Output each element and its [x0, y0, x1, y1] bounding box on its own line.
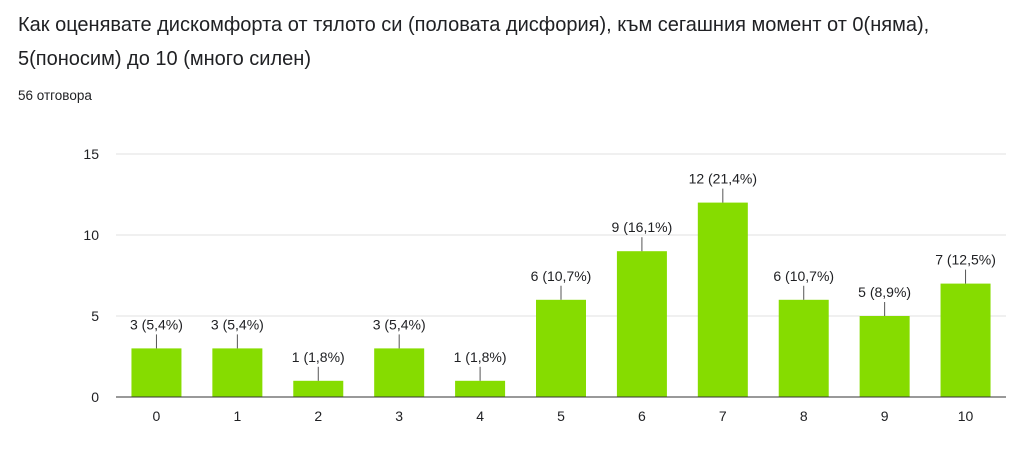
x-tick-label: 9 — [881, 408, 889, 424]
data-label: 3 (5,4%) — [130, 316, 183, 332]
y-tick-label: 15 — [83, 146, 99, 162]
bar — [940, 283, 991, 397]
bar — [131, 348, 182, 397]
bar — [536, 299, 586, 397]
y-tick-label: 0 — [91, 389, 99, 405]
bar — [778, 299, 829, 397]
y-tick-label: 10 — [83, 227, 99, 243]
y-tick-label: 5 — [91, 308, 99, 324]
data-label: 7 (12,5%) — [935, 252, 996, 268]
data-label: 5 (8,9%) — [858, 284, 911, 300]
x-tick-label: 1 — [233, 408, 241, 424]
bar — [374, 348, 425, 397]
x-tick-label: 7 — [719, 408, 727, 424]
x-tick-label: 5 — [557, 408, 565, 424]
data-label: 3 (5,4%) — [211, 316, 264, 332]
data-label: 1 (1,8%) — [292, 349, 345, 365]
data-label: 3 (5,4%) — [373, 316, 426, 332]
response-count: 56 отговора — [18, 88, 92, 103]
x-tick-label: 8 — [800, 408, 808, 424]
data-label: 9 (16,1%) — [612, 219, 673, 235]
data-label: 12 (21,4%) — [689, 171, 757, 187]
x-tick-label: 3 — [395, 408, 403, 424]
bar — [455, 380, 506, 397]
x-tick-label: 4 — [476, 408, 484, 424]
bar — [859, 316, 910, 397]
question-title: Как оценявате дискомфорта от тялото си (… — [18, 14, 930, 70]
bar — [697, 202, 748, 397]
data-label: 6 (10,7%) — [531, 268, 592, 284]
data-label: 1 (1,8%) — [454, 349, 507, 365]
x-tick-label: 0 — [153, 408, 161, 424]
bar — [616, 251, 667, 397]
data-label: 6 (10,7%) — [773, 268, 834, 284]
x-tick-label: 2 — [314, 408, 322, 424]
x-tick-label: 6 — [638, 408, 646, 424]
bar — [212, 348, 263, 397]
x-tick-label: 10 — [958, 408, 974, 424]
bar — [293, 380, 344, 397]
